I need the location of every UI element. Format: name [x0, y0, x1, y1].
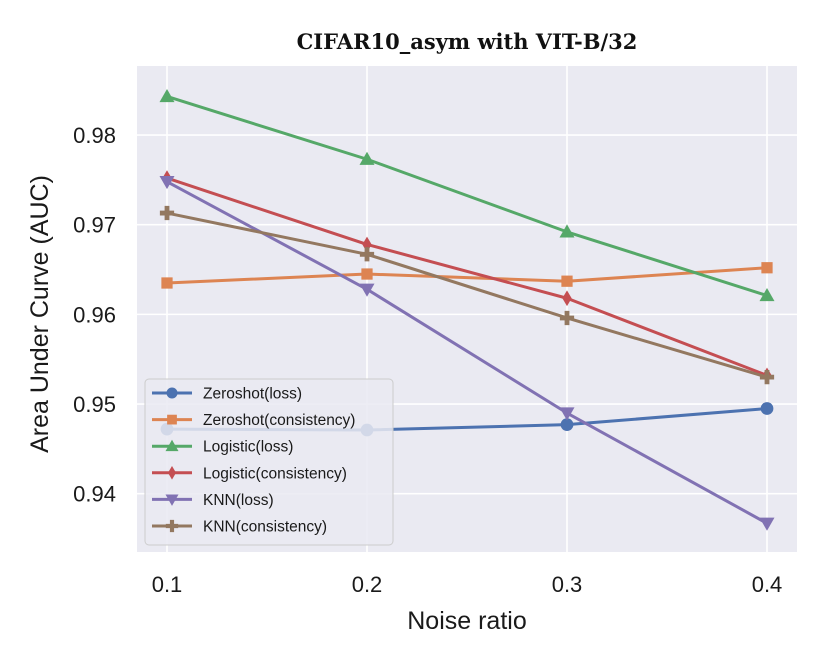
- x-axis-label: Noise ratio: [407, 607, 527, 635]
- series-layer: [159, 88, 775, 531]
- legend-item: Logistic(loss): [152, 439, 293, 456]
- data-point-marker: [359, 283, 375, 297]
- data-point-marker: [359, 247, 375, 262]
- legend-item: KNN(consistency): [152, 519, 327, 536]
- series-line: [166, 180, 768, 525]
- legend-marker: [166, 387, 178, 399]
- series-4: [159, 176, 775, 531]
- data-point-marker: [761, 262, 773, 274]
- legend-label: KNN(loss): [203, 492, 274, 509]
- data-point-marker: [562, 290, 572, 307]
- y-tick-label: 0.94: [73, 482, 116, 507]
- y-tick-labels: 0.94 0.95 0.96 0.97 0.98: [73, 123, 116, 507]
- y-tick-label: 0.97: [73, 213, 116, 238]
- data-point-marker: [560, 418, 574, 432]
- legend-item: Logistic(consistency): [152, 465, 347, 482]
- data-point-marker: [759, 517, 775, 531]
- data-point-marker: [759, 288, 775, 302]
- x-tick-label: 0.2: [352, 572, 383, 597]
- data-point-marker: [159, 205, 175, 221]
- x-tick-label: 0.4: [752, 572, 783, 597]
- legend-marker: [165, 439, 179, 452]
- chart-title: CIFAR10_asym with VIT-B/32: [297, 29, 638, 54]
- data-point-marker: [161, 277, 173, 289]
- y-tick-label: 0.95: [73, 392, 116, 417]
- data-point-marker: [362, 236, 372, 253]
- series-line: [166, 95, 768, 297]
- legend-item: KNN(loss): [152, 492, 274, 509]
- data-point-marker: [559, 224, 575, 238]
- data-point-marker: [561, 275, 573, 287]
- x-tick-label: 0.3: [552, 572, 583, 597]
- legend: Zeroshot(loss) Zeroshot(consistency) Logis…: [144, 378, 394, 546]
- data-point-marker: [359, 151, 375, 165]
- legend-label: Zeroshot(consistency): [203, 412, 355, 429]
- data-point-marker: [559, 310, 575, 326]
- x-tick-labels: 0.1 0.2 0.3 0.4: [152, 572, 783, 597]
- legend-marker: [167, 414, 177, 425]
- series-2: [159, 88, 775, 302]
- data-point-marker: [759, 370, 775, 385]
- data-point-marker: [159, 88, 175, 103]
- legend-label: KNN(consistency): [203, 519, 327, 536]
- y-tick-label: 0.98: [73, 123, 116, 148]
- y-axis-label: Area Under Curve (AUC): [26, 175, 54, 453]
- legend-item: Zeroshot(consistency): [152, 412, 355, 429]
- series-1: [161, 262, 773, 289]
- legend-marker: [165, 519, 179, 533]
- series-line: [166, 266, 768, 285]
- series-line: [166, 176, 768, 377]
- x-tick-label: 0.1: [152, 572, 183, 597]
- data-point-marker: [159, 176, 175, 190]
- series-5: [159, 205, 775, 385]
- data-point-marker: [559, 407, 575, 421]
- legend-label: Zeroshot(loss): [203, 386, 302, 403]
- legend-label: Logistic(loss): [203, 439, 293, 456]
- y-tick-label: 0.96: [73, 302, 116, 327]
- data-point-marker: [361, 268, 373, 280]
- data-point-marker: [760, 402, 774, 415]
- legend-label: Logistic(consistency): [203, 465, 347, 482]
- series-line: [166, 211, 768, 379]
- legend-box: [144, 378, 394, 546]
- legend-marker: [167, 465, 177, 480]
- legend-item: Zeroshot(loss): [152, 386, 302, 403]
- legend-marker: [165, 494, 179, 506]
